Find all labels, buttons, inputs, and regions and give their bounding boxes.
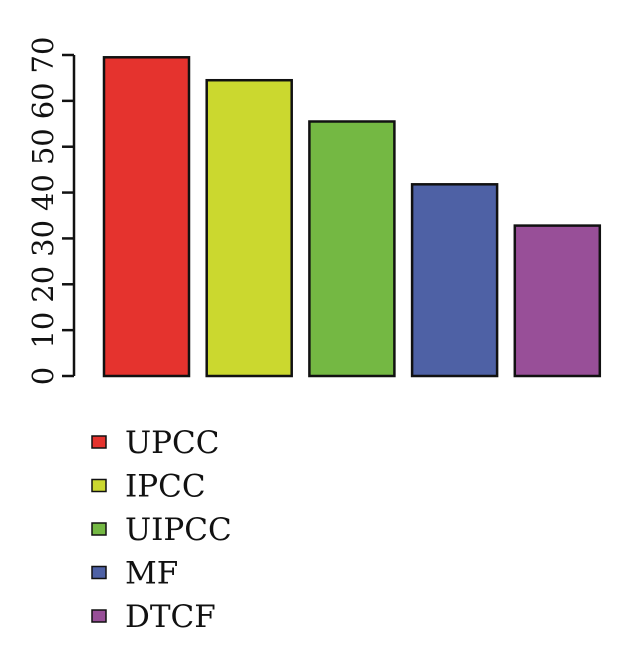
legend-swatch-mf	[91, 565, 107, 580]
y-axis: 0 10 20 30 40 50 60 70	[26, 37, 76, 385]
legend-label-upcc: UPCC	[125, 425, 219, 461]
bar-dtcf	[513, 224, 602, 378]
bar-ipcc	[205, 78, 293, 378]
bars	[102, 56, 602, 378]
y-tick-label: 60	[26, 82, 60, 119]
y-tick-label: 0	[26, 367, 60, 385]
legend-label-dtcf: DTCF	[125, 599, 216, 635]
legend: UPCC IPCC UIPCC MF DTCF	[91, 425, 232, 635]
bar-upcc	[102, 56, 191, 378]
y-tick-label: 40	[26, 174, 60, 211]
legend-label-ipcc: IPCC	[125, 469, 206, 505]
legend-label-mf: MF	[125, 556, 178, 592]
legend-swatch-dtcf	[91, 609, 107, 623]
bar-uipcc	[308, 120, 396, 378]
legend-swatch-upcc	[91, 435, 107, 449]
y-tick-label: 50	[26, 128, 60, 165]
y-tick-label: 70	[26, 37, 60, 74]
y-tick-label: 30	[26, 220, 60, 257]
legend-label-uipcc: UIPCC	[125, 512, 232, 548]
legend-swatch-uipcc	[91, 522, 107, 536]
y-tick-label: 10	[26, 312, 60, 349]
legend-swatch-ipcc	[91, 478, 107, 493]
bar-mf	[410, 183, 499, 378]
y-tick-label: 20	[26, 266, 60, 303]
